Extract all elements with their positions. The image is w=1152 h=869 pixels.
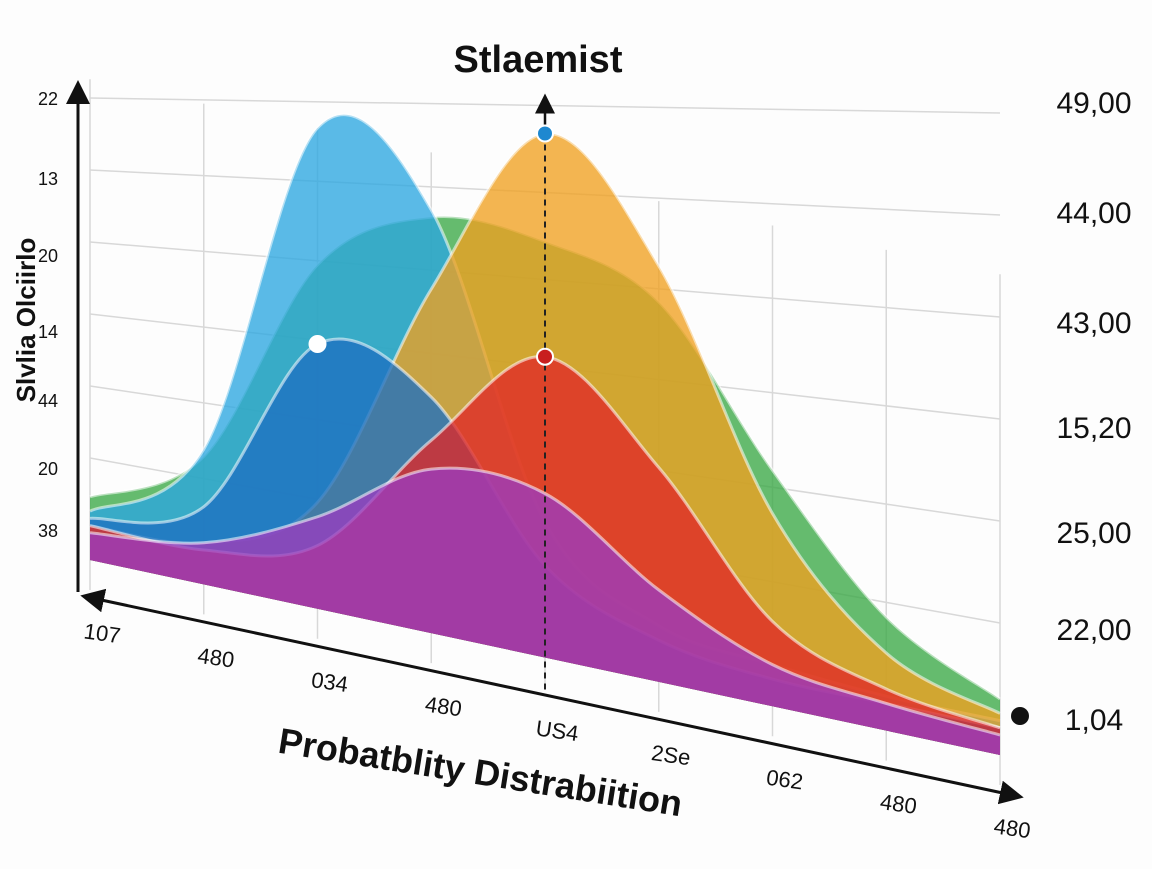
x-tick-label: 480 — [992, 813, 1032, 843]
area — [90, 338, 1000, 755]
y2-tick-label: 25,00 — [1056, 517, 1131, 550]
peak-dot — [536, 124, 554, 143]
y-axis-label: Slvlia Olciirlo — [11, 238, 41, 403]
y-tick-label: 13 — [38, 169, 58, 189]
x-tick-label: 480 — [879, 789, 919, 819]
y-tick-label: 20 — [38, 459, 58, 479]
x-tick-label: 480 — [196, 643, 236, 673]
x-axis-label: Probatblity Distrabiition — [276, 720, 685, 824]
x-tick-label: 2Se — [650, 740, 692, 770]
x-tick-label: 107 — [82, 618, 122, 648]
x-tick-label: US4 — [534, 715, 580, 746]
y-tick-label: 20 — [38, 246, 58, 266]
y2-tick-label: 49,00 — [1056, 87, 1131, 120]
peak-dot — [536, 347, 554, 366]
x-tick-label: 034 — [310, 667, 350, 697]
y-tick-label: 38 — [38, 521, 58, 541]
peak-dot — [308, 334, 327, 353]
y2-tick-label: 15,20 — [1056, 412, 1131, 445]
y-tick-label: 14 — [38, 322, 58, 342]
x-tick-label: 062 — [765, 765, 805, 795]
x-axis — [80, 588, 1024, 805]
y2-tick-label: 1,04 — [1065, 704, 1123, 737]
y2-tick-label: 44,00 — [1056, 197, 1131, 230]
y-tick-label: 22 — [38, 89, 58, 109]
x-tick-label: 480 — [424, 692, 464, 722]
y2-tick-label: 22,00 — [1056, 614, 1131, 647]
y-tick-label: 44 — [38, 391, 58, 411]
chart-title: Stlaemist — [454, 39, 623, 81]
end-dot — [1011, 707, 1029, 725]
y2-tick-label: 43,00 — [1056, 307, 1131, 340]
